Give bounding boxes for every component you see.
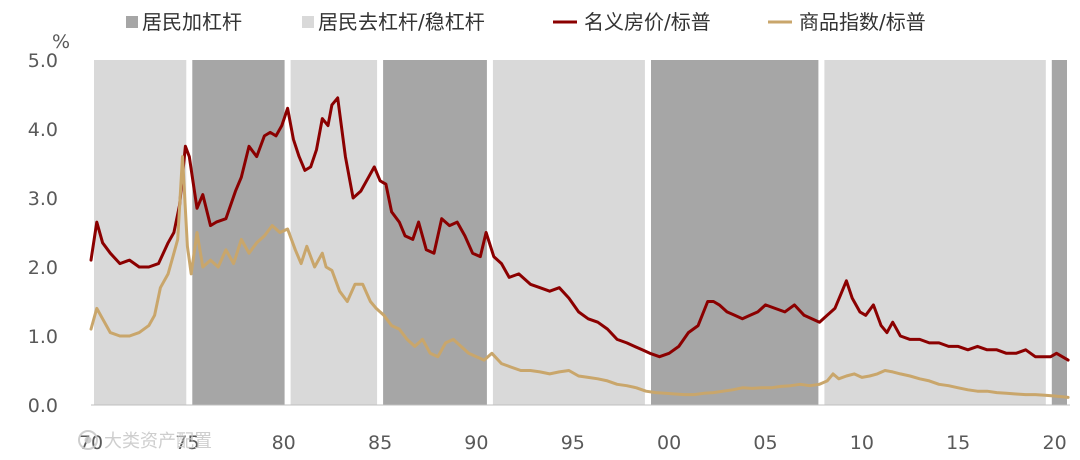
regime-band-2: [290, 60, 378, 405]
regime-band-5: [651, 60, 819, 405]
x-tick-label: 00: [657, 432, 681, 454]
legend-label: 居民去杠杆/稳杠杆: [318, 10, 485, 34]
x-tick-label: 70: [79, 432, 103, 454]
legend-item-2: 名义房价/标普: [553, 10, 711, 34]
regime-band-1: [192, 60, 285, 405]
regime-band-3: [383, 60, 487, 405]
x-tick-label: 10: [850, 432, 874, 454]
legend: 居民加杠杆 居民去杠杆/稳杠杆 名义房价/标普 商品指数/标普: [126, 10, 926, 34]
legend-label: 居民加杠杆: [142, 10, 242, 34]
legend-swatch: [126, 16, 138, 28]
series-lines: [89, 96, 1070, 399]
x-tick-label: 80: [272, 432, 296, 454]
watermark-text: 大类资产配置: [104, 431, 212, 452]
legend-item-3: 商品指数/标普: [768, 10, 926, 34]
x-tick-label: 05: [753, 432, 777, 454]
regime-band-4: [492, 60, 645, 405]
x-axis-ticks: 70 75 80 85 90 95 00 05 10 15 20: [79, 432, 1067, 454]
x-tick-label: 20: [1043, 432, 1067, 454]
y-axis-unit-label: %: [52, 31, 70, 53]
x-tick-label: 75: [175, 432, 199, 454]
series-line-1: [89, 155, 1070, 399]
regime-bands: [94, 60, 1067, 405]
y-tick-label: 3.0: [28, 188, 58, 210]
legend-item-0: 居民加杠杆: [126, 10, 242, 34]
y-tick-label: 5.0: [28, 50, 58, 72]
legend-item-1: 居民去杠杆/稳杠杆: [302, 10, 485, 34]
legend-label: 名义房价/标普: [584, 10, 711, 34]
y-tick-label: 2.0: [28, 257, 58, 279]
x-tick-label: 85: [368, 432, 392, 454]
legend-swatch: [302, 16, 314, 28]
x-tick-label: 90: [464, 432, 488, 454]
regime-band-6: [824, 60, 1046, 405]
x-tick-label: 15: [946, 432, 970, 454]
y-tick-label: 1.0: [28, 326, 58, 348]
y-tick-label: 0.0: [28, 395, 58, 417]
y-tick-label: 4.0: [28, 119, 58, 141]
regime-band-0: [94, 60, 187, 405]
eye-logo-icon: [78, 430, 98, 450]
series-line-0: [89, 96, 1070, 362]
y-axis-ticks: 0.0 1.0 2.0 3.0 4.0 5.0: [28, 50, 58, 417]
watermark: 大类资产配置: [78, 430, 212, 452]
legend-label: 商品指数/标普: [799, 10, 926, 34]
regime-band-7: [1051, 60, 1067, 405]
x-tick-label: 95: [561, 432, 585, 454]
